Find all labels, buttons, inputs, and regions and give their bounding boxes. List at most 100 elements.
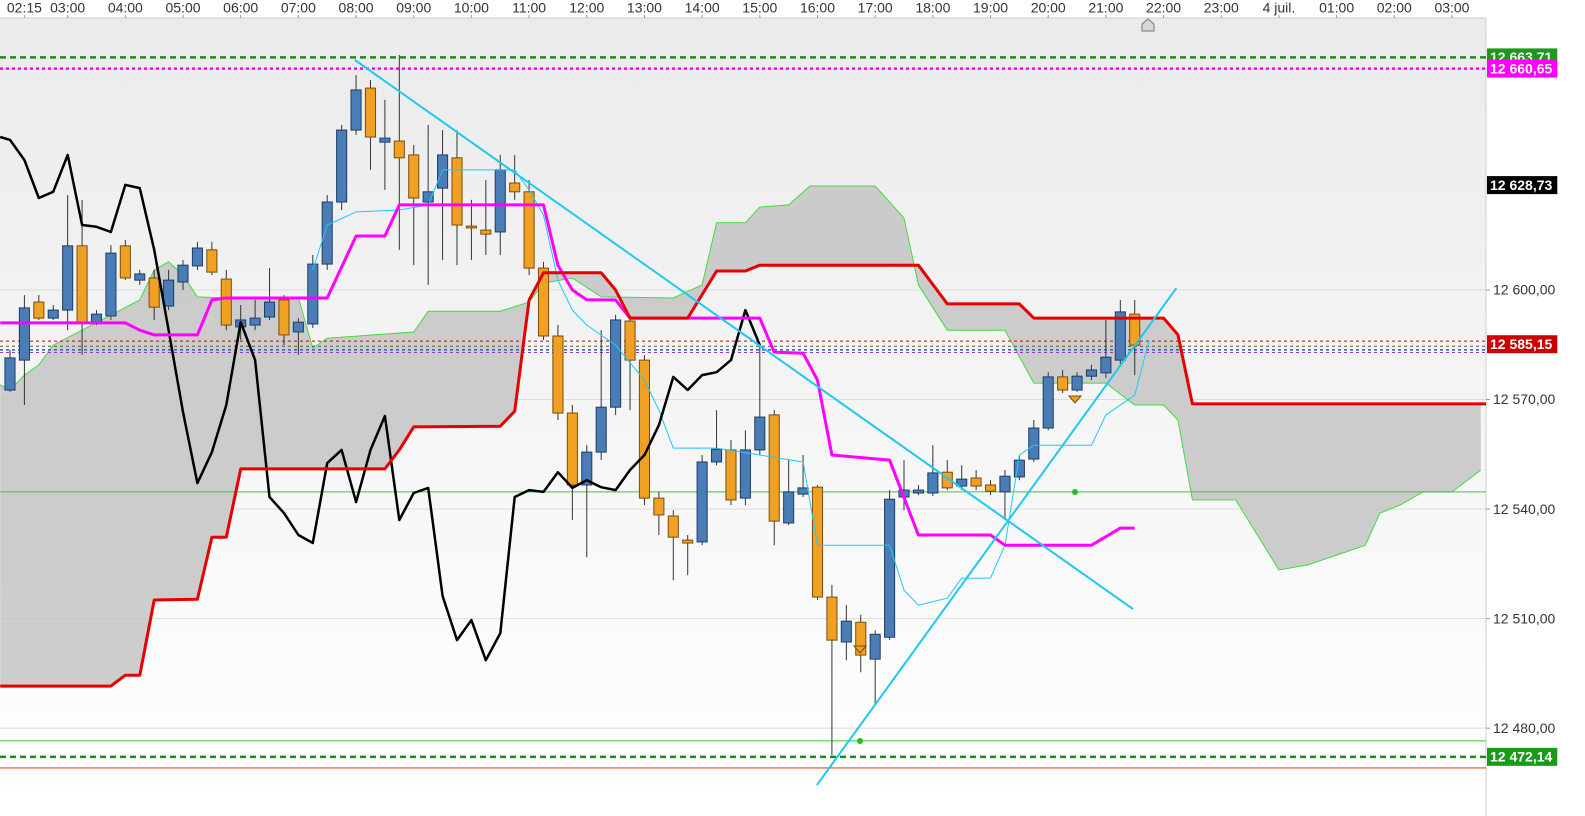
price-label: 12 660,65 [1490, 60, 1552, 76]
candle-body [552, 335, 564, 414]
candle-body [220, 278, 232, 326]
candle-body [869, 633, 881, 660]
x-tick-label: 13:00 [627, 0, 662, 16]
candle-body [884, 498, 896, 638]
axes: 02:15 03:00 04:00 05:00 06:00 07:00 08:00 09:00… [7, 0, 1558, 766]
candle-body [1100, 356, 1112, 374]
candle-body [653, 497, 665, 516]
candle-body [18, 307, 30, 361]
x-tick-label: 17:00 [858, 0, 893, 16]
candle-body [956, 478, 968, 487]
candle-body [999, 475, 1011, 493]
candle-body [278, 299, 290, 336]
candle-body [249, 317, 261, 326]
x-tick-label: 10:00 [454, 0, 489, 16]
candle-body [566, 412, 578, 486]
candle-body [177, 264, 189, 283]
candle-body [638, 359, 651, 499]
candle-body [1085, 369, 1098, 377]
candle-body [941, 471, 953, 489]
y-tick-label: 12 600,00 [1493, 282, 1555, 298]
trendline [354, 59, 1134, 610]
price-label-box [1487, 59, 1558, 78]
candle-body [1114, 311, 1126, 361]
x-tick-label: 22:00 [1146, 0, 1181, 16]
candle-body [494, 169, 506, 233]
candle-body [610, 319, 622, 408]
indicator-line [0, 203, 1135, 547]
candle-body [797, 487, 809, 495]
x-tick-label: 12:00 [569, 0, 604, 16]
candle-body [47, 309, 59, 319]
signal-dot [1072, 489, 1078, 495]
indicator-line [0, 263, 1486, 688]
candle-body [768, 414, 780, 522]
candle-body [783, 491, 795, 524]
candle-body [739, 449, 751, 499]
signal-marker [852, 645, 868, 654]
price-label: 12 585,15 [1490, 336, 1552, 352]
candle-body [581, 451, 593, 486]
candle-body [422, 191, 434, 203]
x-tick-label: 05:00 [165, 0, 200, 16]
candle-body [912, 489, 924, 494]
markers [852, 18, 1155, 744]
x-tick-label: 03:00 [1434, 0, 1469, 16]
cloud-fill [0, 186, 1481, 687]
candle-body [480, 229, 492, 235]
candle-body [725, 449, 737, 501]
candle-body [1057, 376, 1069, 391]
indicator-line [312, 169, 1150, 606]
y-tick-label: 12 570,00 [1493, 391, 1555, 407]
candle-body [696, 461, 708, 543]
x-tick-label: 20:00 [1031, 0, 1066, 16]
candle-body [148, 277, 160, 308]
candle-body [624, 320, 636, 361]
candle-body [667, 515, 679, 538]
x-tick-label: 03:00 [50, 0, 85, 16]
x-tick-label: 07:00 [281, 0, 316, 16]
x-tick-label: 06:00 [223, 0, 258, 16]
candle-body [206, 249, 218, 273]
home-icon[interactable] [1141, 18, 1155, 32]
x-tick-label: 01:00 [1319, 0, 1354, 16]
candle-body [711, 448, 723, 463]
candle-body [927, 472, 939, 494]
candle-body [408, 154, 420, 199]
y-tick-label: 12 540,00 [1493, 501, 1555, 517]
candle-body [840, 620, 852, 643]
candle-body [119, 245, 131, 279]
x-tick-label: 02:00 [1377, 0, 1412, 16]
candle-body [1042, 376, 1054, 429]
x-tick-label: 4 juil. [1263, 0, 1296, 16]
candle-body [4, 357, 16, 391]
cloud-span [0, 185, 1482, 571]
candle-body [970, 477, 982, 487]
candle-body [379, 137, 391, 143]
candle-body [263, 301, 276, 318]
candle-body [509, 182, 521, 193]
x-tick-label: 23:00 [1204, 0, 1239, 16]
x-tick-label: 15:00 [742, 0, 777, 16]
candle-body [134, 273, 146, 281]
candle-body [62, 245, 74, 311]
signal-marker [1067, 395, 1083, 404]
candle-body [465, 225, 477, 229]
time-axis-strip [0, 0, 1585, 18]
candle-body [336, 129, 348, 203]
x-tick-label: 02:15 [7, 0, 42, 16]
x-tick-label: 11:00 [512, 0, 546, 16]
signal-dot [857, 738, 863, 744]
candle-body [595, 406, 607, 453]
candle-body [984, 484, 997, 492]
candle-body [364, 87, 377, 138]
candle-body [191, 247, 203, 267]
candle-body [163, 279, 175, 307]
x-tick-label: 08:00 [339, 0, 374, 16]
x-tick-label: 09:00 [396, 0, 431, 16]
candle-body [437, 154, 449, 189]
x-tick-label: 19:00 [973, 0, 1008, 16]
candle-body [451, 157, 463, 226]
x-tick-label: 18:00 [915, 0, 950, 16]
